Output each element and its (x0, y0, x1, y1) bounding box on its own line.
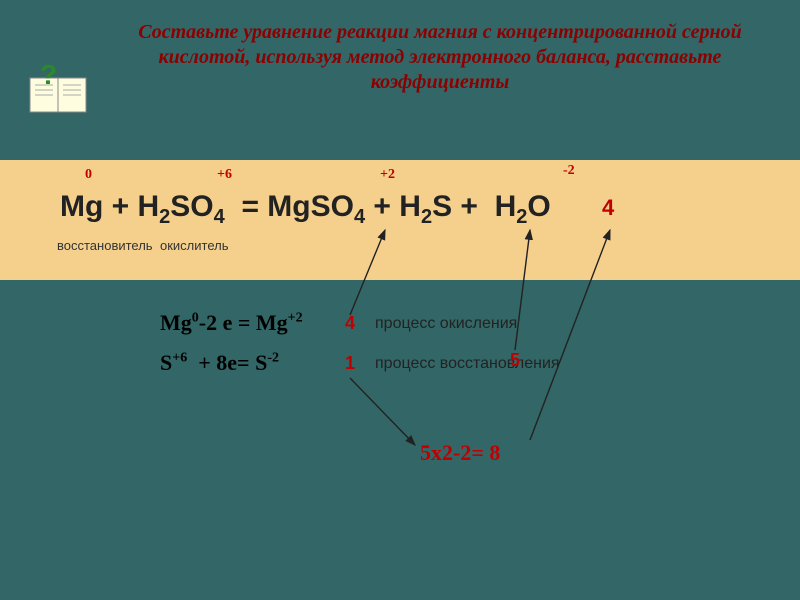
reducer-label: восстановитель (57, 238, 153, 253)
charge-mg0: 0 (85, 167, 92, 183)
slide-title: Составьте уравнение реакции магния с кон… (120, 20, 760, 95)
charge-s-plus6: +6 (217, 167, 232, 183)
half-reaction-mg: Mg0-2 e = Mg+2 (160, 310, 303, 336)
main-equation: Mg + H2SO4 = MgSO4 + H2S + H2O (60, 190, 551, 229)
half-reaction-s: S+6 + 8e= S-2 (160, 350, 279, 376)
coefficient-h2o: 4 (602, 195, 614, 221)
charge-mg-plus2: +2 (380, 167, 395, 183)
oxidizer-label: окислитель (160, 238, 229, 253)
calculation-text: 5x2-2= 8 (420, 440, 500, 466)
charge-s-minus2: -2 (563, 163, 575, 179)
book-question-icon: ? (20, 60, 100, 120)
multiplier-mg: 4 (345, 313, 355, 334)
multiplier-s: 1 (345, 353, 355, 374)
oxidation-process-label: процесс окисления (375, 315, 517, 333)
coefficient-five: 5 (510, 350, 520, 371)
reduction-process-label: процесс восстановления (375, 355, 560, 373)
svg-text:?: ? (40, 60, 57, 90)
